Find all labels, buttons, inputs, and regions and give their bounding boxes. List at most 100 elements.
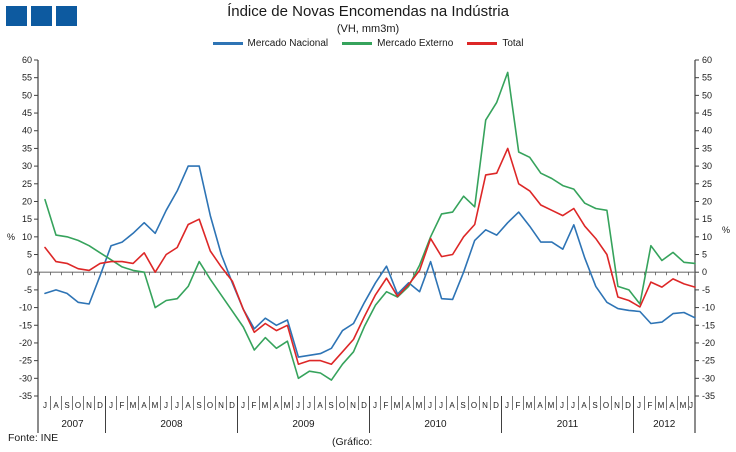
month-label: M bbox=[130, 401, 137, 410]
month-label: A bbox=[669, 401, 675, 410]
y-tick-label-right: 5 bbox=[702, 250, 707, 260]
y-tick-label-right: -20 bbox=[702, 338, 715, 348]
y-tick-label-right: 25 bbox=[702, 179, 712, 189]
month-label: D bbox=[97, 401, 103, 410]
month-label: O bbox=[207, 401, 213, 410]
y-tick-label-left: 25 bbox=[22, 179, 32, 189]
legend-item-total: Total bbox=[467, 38, 523, 49]
month-label: F bbox=[648, 401, 653, 410]
y-tick-label-left: 15 bbox=[22, 214, 32, 224]
month-label: J bbox=[689, 401, 693, 410]
series-line-mercado-externo bbox=[44, 71, 696, 381]
month-label: M bbox=[548, 401, 555, 410]
month-label: A bbox=[53, 401, 59, 410]
month-label: F bbox=[516, 401, 521, 410]
y-tick-label-left: -35 bbox=[19, 391, 32, 401]
y-tick-label-right: -35 bbox=[702, 391, 715, 401]
month-label: M bbox=[284, 401, 291, 410]
y-tick-label-right: 45 bbox=[702, 108, 712, 118]
y-tick-label-left: -15 bbox=[19, 320, 32, 330]
month-label: J bbox=[560, 401, 564, 410]
legend: Mercado Nacional Mercado Externo Total bbox=[0, 38, 736, 49]
month-label: F bbox=[120, 401, 125, 410]
year-label: 2010 bbox=[424, 419, 447, 430]
chart-subtitle: (VH, mm3m) bbox=[336, 23, 400, 35]
logo-square bbox=[6, 6, 27, 26]
month-label: N bbox=[86, 401, 92, 410]
month-label: A bbox=[449, 401, 455, 410]
month-label: O bbox=[471, 401, 477, 410]
month-label: D bbox=[229, 401, 235, 410]
y-tick-label-right: 55 bbox=[702, 73, 712, 83]
month-label: M bbox=[262, 401, 269, 410]
y-tick-label-left: 60 bbox=[22, 55, 32, 65]
month-label: A bbox=[317, 401, 323, 410]
month-label: J bbox=[439, 401, 443, 410]
y-tick-label-left: 20 bbox=[22, 196, 32, 206]
logo-square bbox=[56, 6, 77, 26]
month-label: J bbox=[164, 401, 168, 410]
y-tick-label-left: 45 bbox=[22, 108, 32, 118]
month-label: M bbox=[416, 401, 423, 410]
month-label: J bbox=[43, 401, 47, 410]
legend-item-mercado-externo: Mercado Externo bbox=[342, 38, 453, 49]
y-tick-label-left: 10 bbox=[22, 232, 32, 242]
month-label: N bbox=[482, 401, 488, 410]
y-tick-label-left: 35 bbox=[22, 143, 32, 153]
source-note: Fonte: INE bbox=[8, 432, 59, 444]
month-label: J bbox=[571, 401, 575, 410]
month-label: D bbox=[361, 401, 367, 410]
month-label: J bbox=[428, 401, 432, 410]
y-tick-label-right: 30 bbox=[702, 161, 712, 171]
y-tick-label-left: -10 bbox=[19, 303, 32, 313]
y-tick-label-left: 55 bbox=[22, 73, 32, 83]
year-label: 2007 bbox=[61, 419, 84, 430]
month-label: J bbox=[505, 401, 509, 410]
series-line-mercado-nacional bbox=[44, 165, 696, 358]
month-label: J bbox=[175, 401, 179, 410]
month-label: M bbox=[658, 401, 665, 410]
y-tick-label-left: -20 bbox=[19, 338, 32, 348]
month-label: M bbox=[394, 401, 401, 410]
legend-swatch bbox=[467, 42, 498, 45]
month-label: J bbox=[296, 401, 300, 410]
month-label: S bbox=[64, 401, 69, 410]
logo bbox=[6, 6, 77, 26]
month-label: A bbox=[581, 401, 587, 410]
legend-swatch bbox=[212, 42, 243, 45]
y-tick-label-right: 50 bbox=[702, 90, 712, 100]
month-label: N bbox=[218, 401, 224, 410]
month-label: A bbox=[405, 401, 411, 410]
percent-label-left: % bbox=[7, 232, 15, 242]
year-label: 2012 bbox=[653, 419, 676, 430]
y-tick-label-right: 15 bbox=[702, 214, 712, 224]
y-tick-label-right: -30 bbox=[702, 373, 715, 383]
caption-note: (Gráfico: bbox=[332, 436, 373, 448]
month-label: J bbox=[109, 401, 113, 410]
month-label: S bbox=[196, 401, 201, 410]
month-label: O bbox=[75, 401, 81, 410]
series-line-total bbox=[44, 147, 696, 366]
y-tick-label-left: 0 bbox=[27, 267, 32, 277]
y-tick-label-left: -25 bbox=[19, 356, 32, 366]
month-label: S bbox=[460, 401, 465, 410]
legend-label: Total bbox=[502, 38, 524, 49]
month-label: N bbox=[350, 401, 356, 410]
month-label: F bbox=[384, 401, 389, 410]
year-label: 2009 bbox=[292, 419, 315, 430]
y-tick-label-left: -30 bbox=[19, 373, 32, 383]
month-label: A bbox=[537, 401, 543, 410]
y-tick-label-right: 20 bbox=[702, 196, 712, 206]
y-tick-label-right: -15 bbox=[702, 320, 715, 330]
y-tick-label-right: 0 bbox=[702, 267, 707, 277]
y-tick-label-right: -25 bbox=[702, 356, 715, 366]
month-label: D bbox=[625, 401, 631, 410]
y-tick-label-left: -5 bbox=[24, 285, 32, 295]
y-tick-label-left: 30 bbox=[22, 161, 32, 171]
y-tick-label-left: 40 bbox=[22, 126, 32, 136]
month-label: M bbox=[152, 401, 159, 410]
y-tick-label-right: 60 bbox=[702, 55, 712, 65]
month-label: M bbox=[680, 401, 687, 410]
legend-label: Mercado Nacional bbox=[247, 38, 329, 49]
